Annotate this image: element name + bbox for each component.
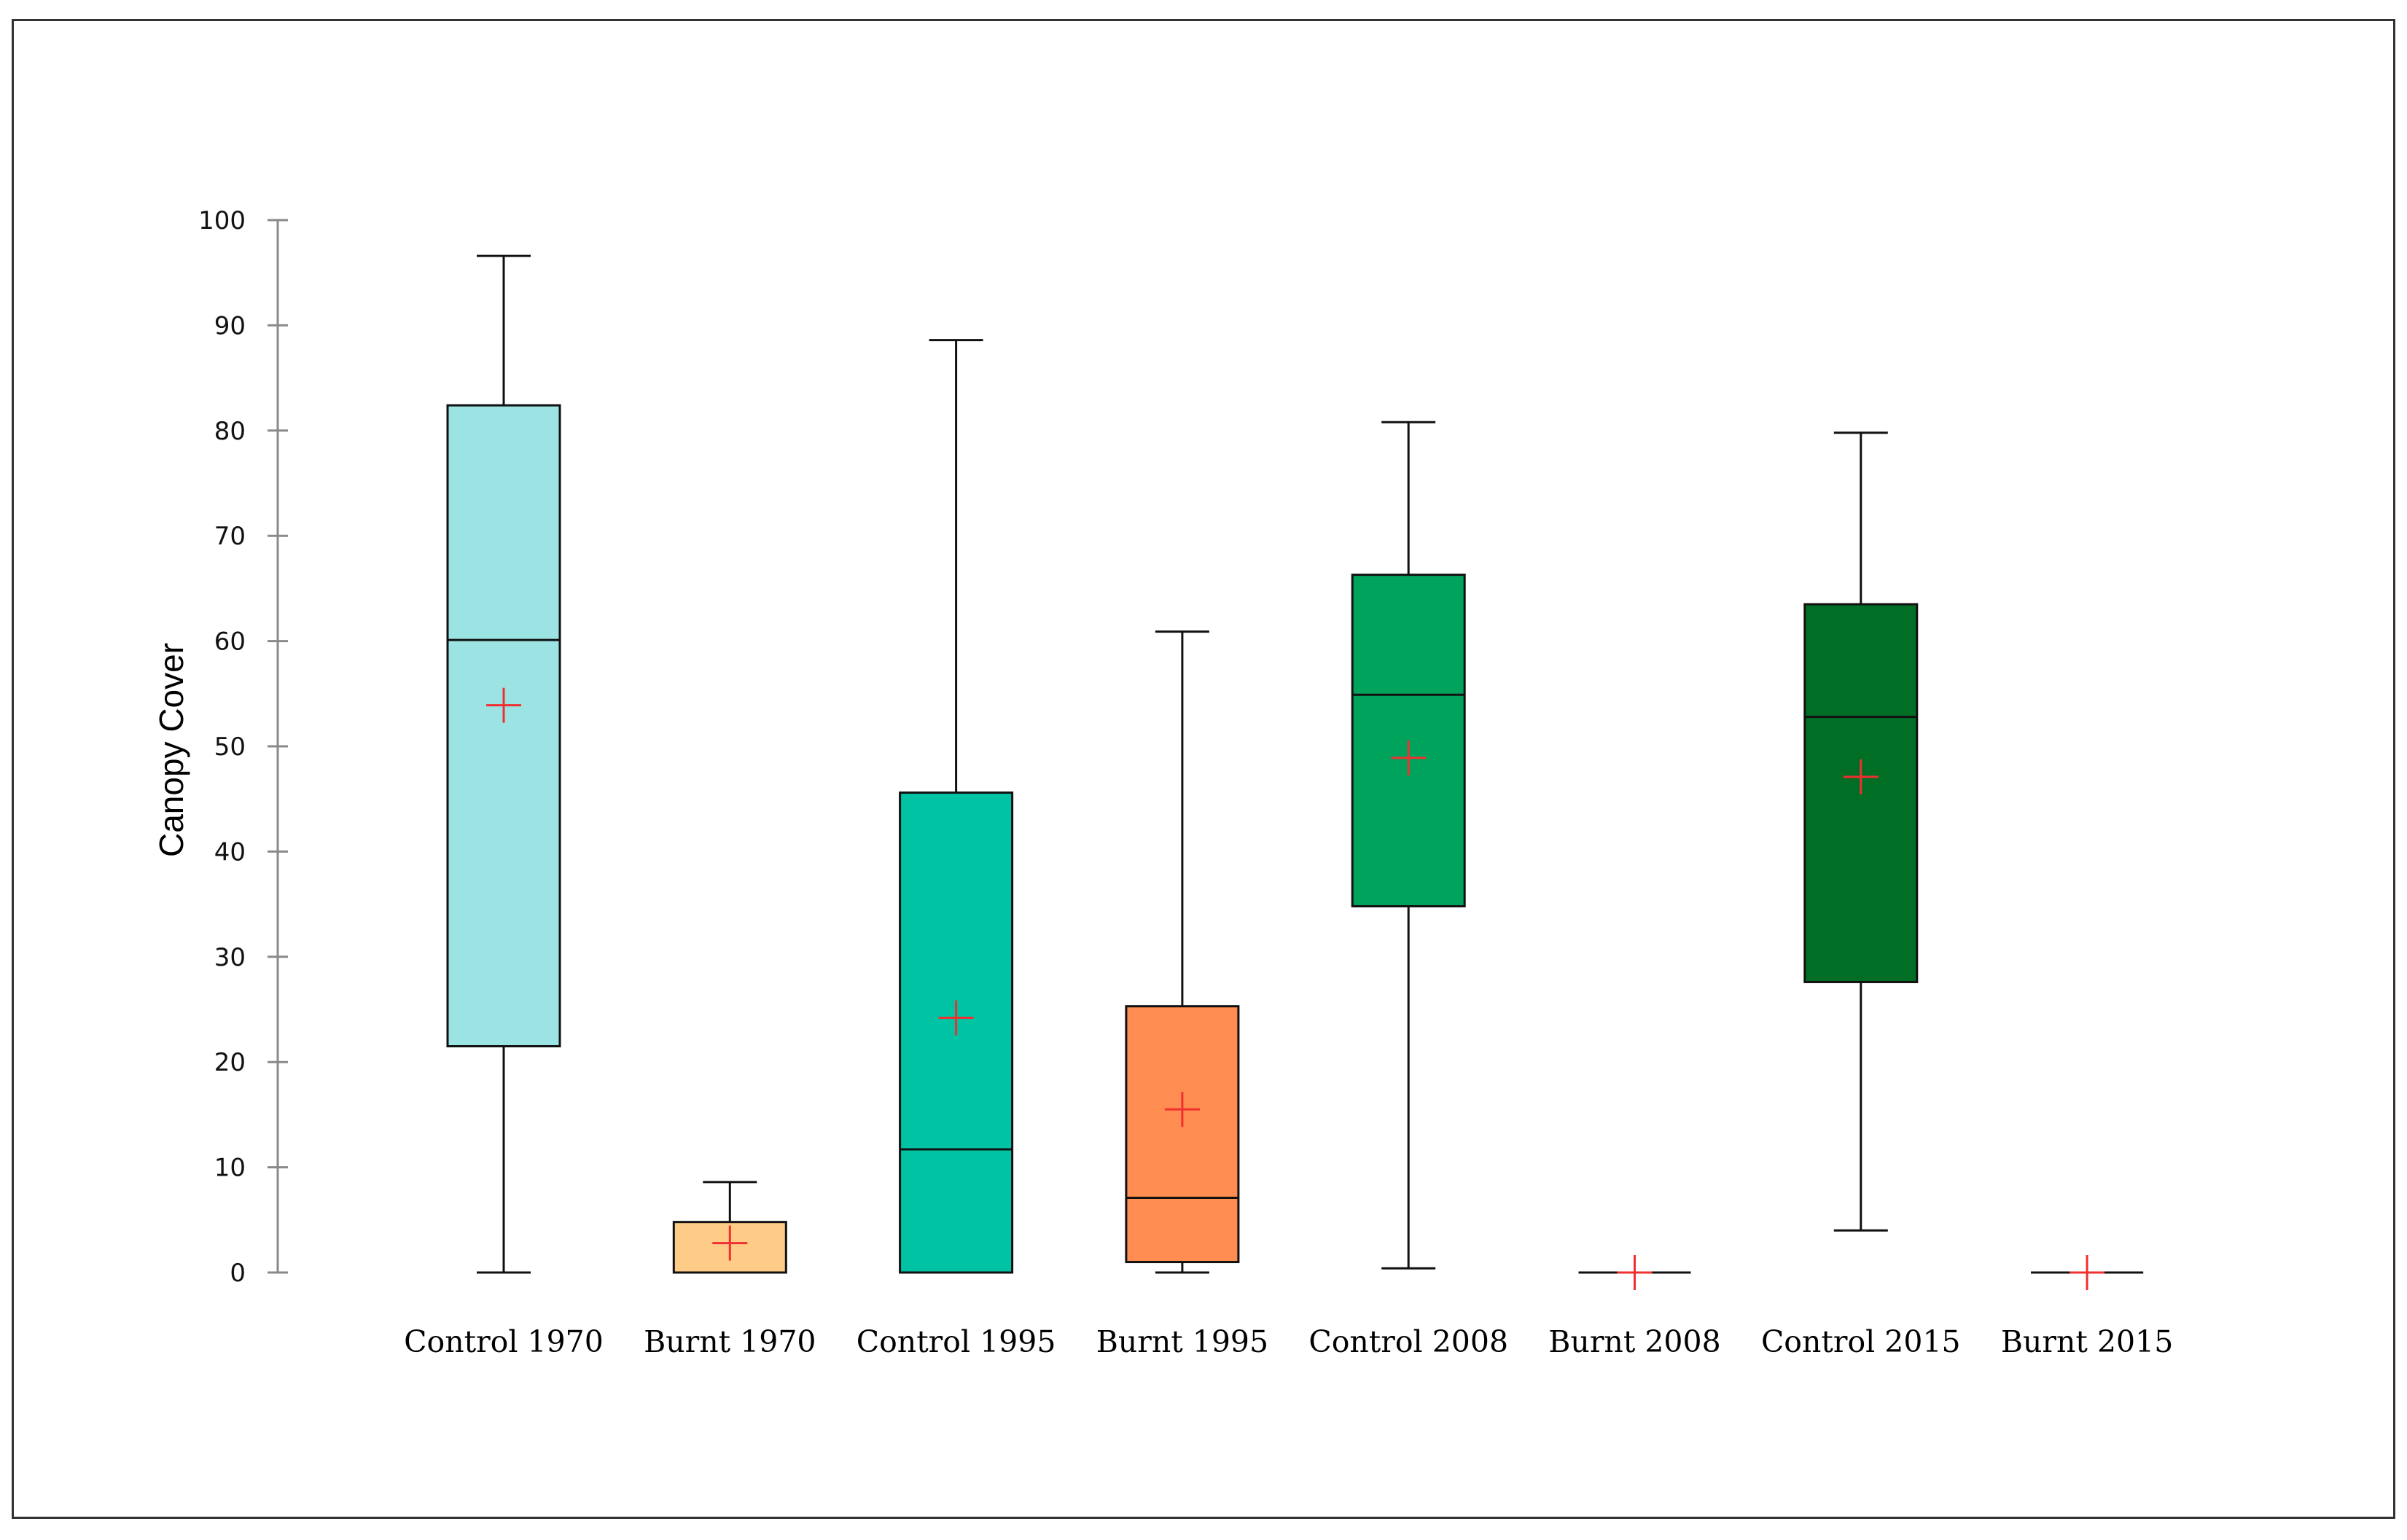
category-label: Control 2015 [1761,1324,1961,1359]
y-tick-label: 70 [214,522,246,551]
category-labels: Control 1970 Burnt 1970 Control 1995 Burnt … [404,1324,2173,1359]
category-label: Burnt 2015 [2001,1324,2173,1359]
y-axis: 0 10 20 30 40 50 60 70 80 90 100 [198,206,288,1288]
box-group [1351,421,1466,1270]
y-tick-label: 10 [214,1154,246,1183]
y-tick-label: 0 [230,1259,246,1288]
box-group [1803,431,1919,1232]
box-group [446,254,561,1274]
y-tick-label: 40 [214,837,246,867]
category-label: Burnt 1970 [644,1324,816,1359]
box-group [672,1181,787,1274]
category-label: Burnt 1995 [1096,1324,1268,1359]
y-tick-label: 50 [214,732,246,762]
box-group [899,339,1014,1274]
y-tick-label: 80 [214,417,246,446]
y-tick-label: 100 [198,206,246,235]
iqr-box [446,404,561,1048]
category-label: Burnt 2008 [1548,1324,1720,1359]
category-label: Control 1995 [857,1324,1056,1359]
y-tick-label: 30 [214,943,246,972]
boxes [446,254,2144,1290]
category-label: Control 1970 [404,1324,604,1359]
chart-frame: Canopy Cover 0 10 20 30 40 50 60 70 80 90 100 Cont… [12,19,2395,1519]
box-group [1125,630,1240,1274]
category-label: Control 2008 [1308,1324,1508,1359]
box-group [2031,1255,2144,1290]
iqr-box [1125,1005,1240,1264]
y-tick-label: 20 [214,1048,246,1077]
box-group [1578,1255,1691,1290]
box-plot: Canopy Cover 0 10 20 30 40 50 60 70 80 90 100 Cont… [152,206,2173,1359]
y-tick-label: 60 [214,628,246,657]
y-tick-label: 90 [214,311,246,340]
y-axis-title: Canopy Cover [152,643,190,857]
